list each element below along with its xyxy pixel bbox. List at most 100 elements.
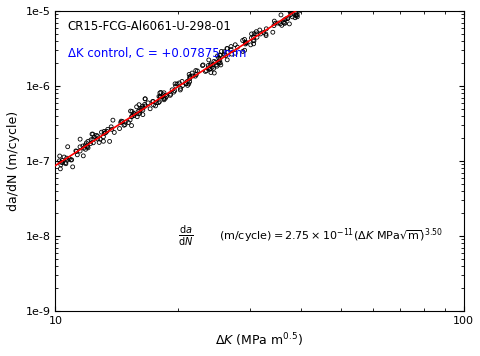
- Point: [247, 35, 255, 41]
- Point: [117, 120, 124, 125]
- Point: [127, 123, 135, 129]
- Point: [137, 105, 144, 111]
- Point: [130, 113, 138, 119]
- Point: [61, 160, 69, 166]
- Point: [130, 111, 138, 117]
- Point: [214, 59, 222, 64]
- Point: [166, 93, 174, 98]
- Point: [104, 126, 111, 132]
- Point: [252, 29, 260, 35]
- Point: [285, 21, 293, 27]
- Point: [215, 55, 222, 61]
- Point: [149, 99, 156, 104]
- Point: [233, 44, 241, 50]
- Point: [130, 111, 137, 116]
- Point: [89, 136, 96, 142]
- Point: [134, 111, 142, 117]
- Point: [63, 157, 71, 163]
- Point: [89, 131, 96, 137]
- Point: [116, 126, 123, 131]
- Point: [156, 94, 164, 100]
- Point: [96, 136, 104, 142]
- Point: [99, 138, 107, 144]
- Point: [171, 81, 179, 87]
- Point: [293, 14, 300, 20]
- Point: [259, 30, 267, 35]
- Point: [193, 68, 201, 74]
- Point: [121, 122, 129, 127]
- Point: [216, 62, 224, 68]
- Point: [126, 117, 133, 123]
- Point: [274, 20, 281, 26]
- Point: [302, 0, 310, 4]
- Point: [101, 130, 109, 136]
- Point: [72, 148, 80, 154]
- Text: CR15-FCG-Al6061-U-298-01: CR15-FCG-Al6061-U-298-01: [68, 20, 231, 33]
- Point: [120, 122, 128, 128]
- Point: [68, 157, 75, 163]
- Point: [90, 134, 98, 140]
- Point: [139, 112, 146, 117]
- Point: [141, 96, 149, 102]
- Point: [117, 118, 125, 124]
- Y-axis label: da/dN (m/cycle): da/dN (m/cycle): [7, 111, 20, 211]
- Point: [262, 31, 269, 37]
- Point: [270, 23, 277, 28]
- Point: [291, 15, 299, 21]
- Point: [238, 38, 246, 43]
- Point: [192, 68, 199, 73]
- Point: [189, 73, 196, 79]
- Point: [100, 129, 108, 134]
- Point: [205, 66, 213, 72]
- Point: [65, 156, 73, 162]
- Point: [95, 140, 103, 145]
- Point: [227, 47, 234, 52]
- Point: [84, 138, 92, 144]
- Point: [149, 102, 157, 108]
- Point: [216, 57, 223, 63]
- Point: [271, 20, 278, 26]
- Point: [58, 159, 65, 165]
- Point: [155, 99, 163, 105]
- Point: [183, 79, 191, 84]
- Point: [288, 14, 296, 20]
- Point: [141, 101, 148, 107]
- Point: [76, 136, 84, 142]
- Point: [177, 85, 184, 91]
- Point: [146, 106, 154, 111]
- Point: [270, 18, 277, 24]
- Point: [136, 108, 144, 113]
- Point: [92, 132, 100, 138]
- Point: [62, 161, 70, 167]
- Point: [72, 148, 80, 154]
- Point: [57, 162, 65, 168]
- Point: [291, 12, 299, 18]
- Point: [119, 119, 126, 124]
- Point: [223, 46, 231, 52]
- Point: [250, 31, 257, 36]
- Point: [304, 2, 312, 8]
- Point: [262, 26, 270, 32]
- Point: [56, 158, 63, 164]
- Point: [210, 70, 217, 76]
- Point: [82, 146, 89, 152]
- Point: [156, 90, 163, 96]
- Text: $\frac{\mathrm{d}a}{\mathrm{d}N}$: $\frac{\mathrm{d}a}{\mathrm{d}N}$: [178, 224, 193, 248]
- Point: [242, 40, 250, 45]
- Point: [86, 141, 94, 146]
- Point: [305, 0, 313, 1]
- Point: [59, 160, 66, 166]
- Point: [175, 80, 183, 86]
- Point: [173, 81, 180, 87]
- Point: [80, 145, 87, 151]
- Point: [124, 120, 132, 125]
- Point: [97, 129, 105, 135]
- Point: [144, 100, 152, 106]
- Point: [178, 79, 185, 84]
- Point: [103, 129, 110, 134]
- Point: [208, 64, 216, 70]
- Point: [221, 53, 229, 58]
- Point: [292, 13, 300, 19]
- Point: [99, 134, 107, 140]
- Point: [276, 12, 284, 18]
